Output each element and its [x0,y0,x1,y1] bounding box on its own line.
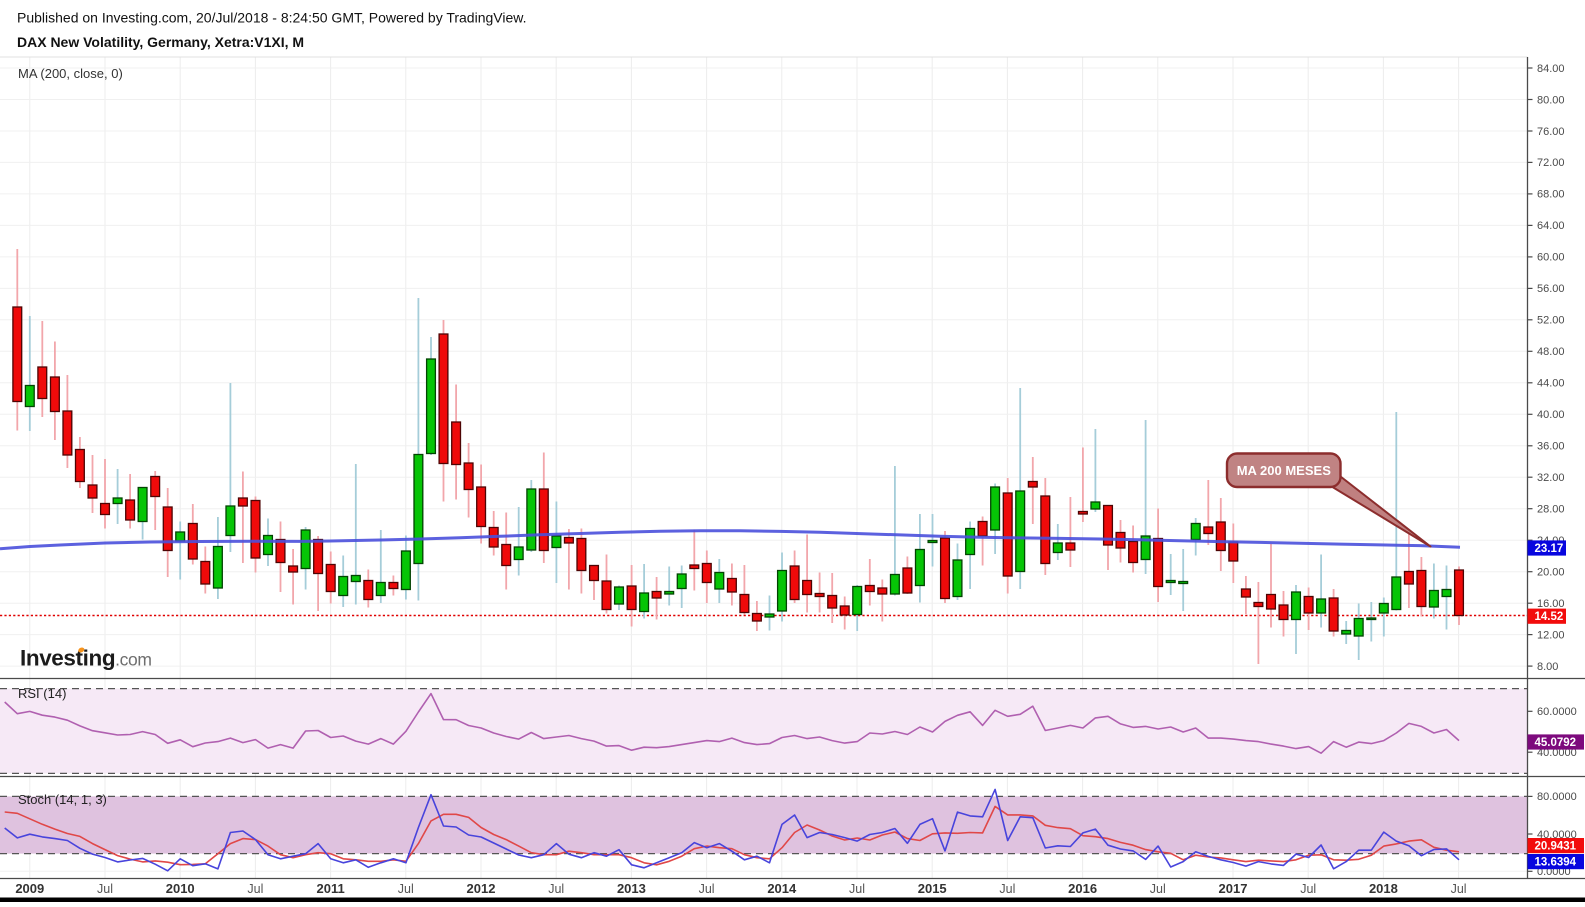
svg-text:2016: 2016 [1068,881,1097,896]
svg-text:2018: 2018 [1369,881,1398,896]
svg-text:Jul: Jul [1300,882,1316,896]
svg-text:8.00: 8.00 [1537,661,1558,673]
svg-text:20.9431: 20.9431 [1535,841,1577,853]
svg-text:60.0000: 60.0000 [1537,706,1577,718]
svg-text:12.00: 12.00 [1537,629,1565,641]
svg-text:Jul: Jul [999,882,1015,896]
svg-text:76.00: 76.00 [1537,126,1565,138]
svg-text:2009: 2009 [15,881,44,896]
svg-text:Jul: Jul [247,882,263,896]
svg-text:80.0000: 80.0000 [1537,791,1577,803]
svg-text:52.00: 52.00 [1537,315,1565,327]
svg-text:2010: 2010 [166,881,195,896]
svg-text:64.00: 64.00 [1537,220,1565,232]
svg-text:Jul: Jul [548,882,564,896]
svg-text:2017: 2017 [1219,881,1248,896]
svg-text:Investing.com: Investing.com [20,646,152,671]
svg-text:23.17: 23.17 [1535,543,1564,555]
svg-text:40.0000: 40.0000 [1537,747,1577,759]
svg-text:2012: 2012 [467,881,496,896]
svg-text:2015: 2015 [918,881,947,896]
svg-text:2013: 2013 [617,881,646,896]
svg-text:60.00: 60.00 [1537,252,1565,264]
svg-text:32.00: 32.00 [1537,472,1565,484]
svg-text:48.00: 48.00 [1537,346,1565,358]
svg-text:72.00: 72.00 [1537,157,1565,169]
svg-text:45.0792: 45.0792 [1535,737,1577,749]
svg-text:2014: 2014 [767,881,797,896]
svg-text:13.6394: 13.6394 [1535,857,1577,869]
svg-text:Jul: Jul [97,882,113,896]
svg-text:Jul: Jul [1150,882,1166,896]
svg-text:DAX New Volatility, Germany, X: DAX New Volatility, Germany, Xetra:V1XI,… [17,34,304,50]
svg-text:MA (200, close, 0): MA (200, close, 0) [18,66,123,81]
svg-text:56.00: 56.00 [1537,283,1565,295]
svg-text:14.52: 14.52 [1535,611,1564,623]
svg-text:16.00: 16.00 [1537,598,1565,610]
svg-text:MA 200 MESES: MA 200 MESES [1237,463,1331,478]
svg-text:40.00: 40.00 [1537,409,1565,421]
svg-text:2011: 2011 [316,881,344,896]
svg-text:Stoch (14, 1, 3): Stoch (14, 1, 3) [18,792,107,807]
svg-text:Jul: Jul [699,882,715,896]
svg-text:84.00: 84.00 [1537,63,1565,75]
svg-text:Jul: Jul [398,882,414,896]
svg-text:80.00: 80.00 [1537,94,1565,106]
svg-text:RSI (14): RSI (14) [18,686,66,701]
svg-text:36.00: 36.00 [1537,441,1565,453]
svg-text:Jul: Jul [1451,882,1467,896]
svg-text:68.00: 68.00 [1537,189,1565,201]
svg-text:28.00: 28.00 [1537,504,1565,516]
svg-text:40.0000: 40.0000 [1537,829,1577,841]
svg-text:Published on Investing.com, 20: Published on Investing.com, 20/Jul/2018 … [17,10,526,26]
svg-text:20.00: 20.00 [1537,567,1565,579]
svg-text:44.00: 44.00 [1537,378,1565,390]
svg-text:Jul: Jul [849,882,865,896]
